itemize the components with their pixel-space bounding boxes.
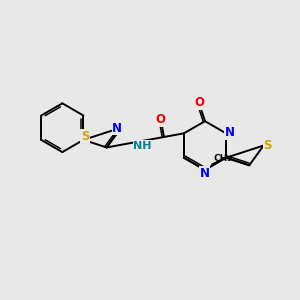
Text: N: N: [225, 126, 235, 139]
Text: S: S: [81, 130, 89, 143]
Text: O: O: [195, 96, 205, 109]
Text: NH: NH: [134, 141, 152, 151]
Text: CH₃: CH₃: [214, 154, 232, 163]
Text: O: O: [155, 113, 165, 127]
Text: N: N: [112, 122, 122, 135]
Text: N: N: [200, 167, 209, 180]
Text: S: S: [263, 139, 272, 152]
